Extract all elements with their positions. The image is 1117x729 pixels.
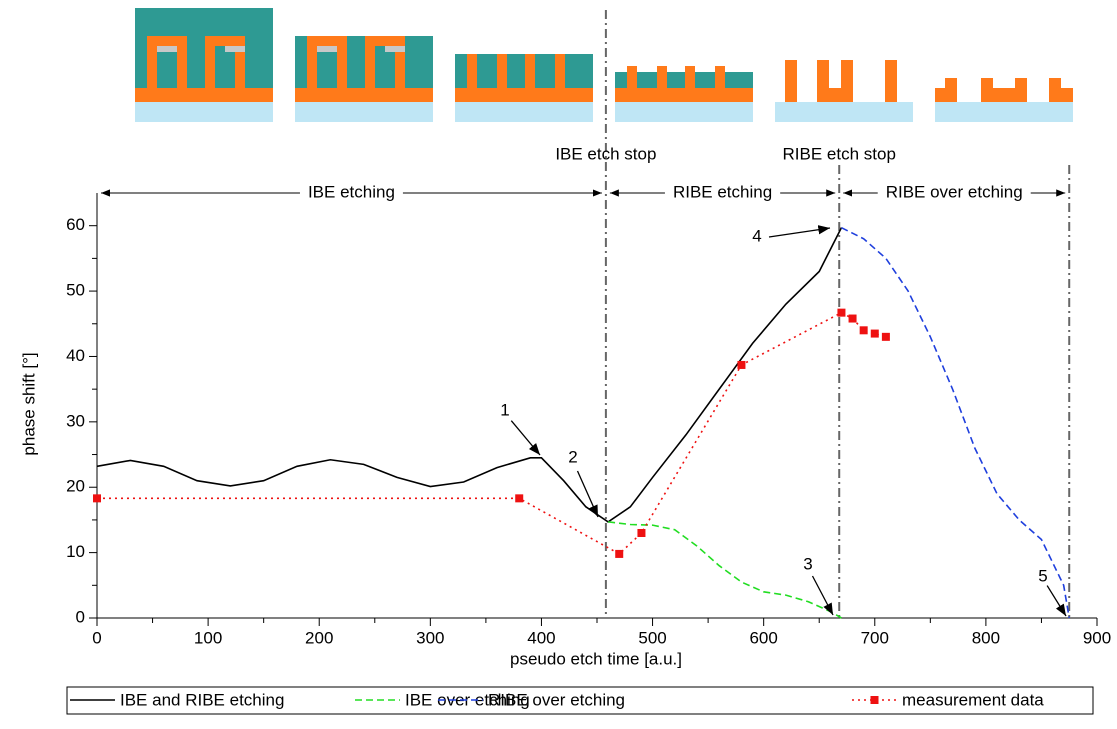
- y-tick-label: 30: [66, 411, 85, 430]
- legend-label: IBE and RIBE etching: [120, 690, 284, 709]
- x-tick-label: 200: [305, 628, 333, 647]
- legend-label: measurement data: [902, 690, 1044, 709]
- legend-box: [66, 686, 1094, 715]
- schematic-6: [935, 78, 1073, 122]
- data-point: [637, 529, 646, 537]
- annotation: 4: [752, 226, 761, 245]
- legend-marker: [870, 696, 879, 704]
- annotation: 3: [803, 554, 812, 573]
- series-line: [96, 227, 843, 523]
- process-schematics: [135, 8, 1073, 122]
- legend-label: IBE over etching: [405, 690, 530, 709]
- x-tick-label: 400: [527, 628, 555, 647]
- y-axis-label: phase shift [°]: [19, 352, 38, 455]
- data-point: [615, 549, 624, 558]
- phase-label: RIBE over etching: [886, 182, 1023, 201]
- legend-label: RIBE over etching: [488, 690, 625, 709]
- data-point: [848, 314, 857, 323]
- y-tick-label: 60: [66, 215, 85, 234]
- annotation-arrow: [768, 225, 831, 238]
- data-point: [870, 329, 879, 338]
- annotation: 1: [500, 400, 509, 419]
- etch-stop-label: IBE etch stop: [555, 144, 656, 163]
- x-tick-label: 0: [92, 628, 101, 647]
- data-point: [93, 494, 101, 503]
- data-point: [837, 308, 846, 317]
- x-tick-label: 900: [1083, 628, 1111, 647]
- schematic-3: [455, 54, 593, 122]
- schematic-2: [295, 36, 433, 122]
- y-tick-label: 10: [66, 542, 85, 561]
- phase-label: RIBE etching: [673, 182, 772, 201]
- series-line: [608, 521, 842, 619]
- annotation: 5: [1038, 566, 1047, 585]
- x-tick-label: 300: [416, 628, 444, 647]
- x-tick-label: 800: [972, 628, 1000, 647]
- schematic-1: [135, 8, 273, 122]
- etch-stop-label: RIBE etch stop: [783, 144, 896, 163]
- y-tick-label: 20: [66, 477, 85, 496]
- y-tick-label: 40: [66, 346, 85, 365]
- annotation-arrow: [811, 575, 834, 616]
- x-tick-label: 100: [194, 628, 222, 647]
- annotation: 2: [568, 447, 577, 466]
- x-tick-label: 500: [638, 628, 666, 647]
- x-axis-label: pseudo etch time [a.u.]: [510, 649, 682, 668]
- phase-label: IBE etching: [308, 182, 395, 201]
- annotation-arrow: [510, 420, 541, 456]
- data-point: [737, 360, 746, 369]
- schematic-4: [615, 66, 753, 122]
- schematic-5: [775, 60, 913, 122]
- data-point: [515, 494, 524, 503]
- y-tick-label: 0: [76, 607, 85, 626]
- annotation-arrow: [576, 470, 599, 518]
- data-point: [881, 332, 890, 341]
- x-tick-label: 600: [749, 628, 777, 647]
- annotation-arrow: [1046, 585, 1067, 617]
- series-line: [841, 226, 1071, 619]
- series-line: [97, 311, 887, 555]
- data-point: [859, 326, 868, 335]
- y-tick-label: 50: [66, 281, 85, 300]
- x-tick-label: 700: [861, 628, 889, 647]
